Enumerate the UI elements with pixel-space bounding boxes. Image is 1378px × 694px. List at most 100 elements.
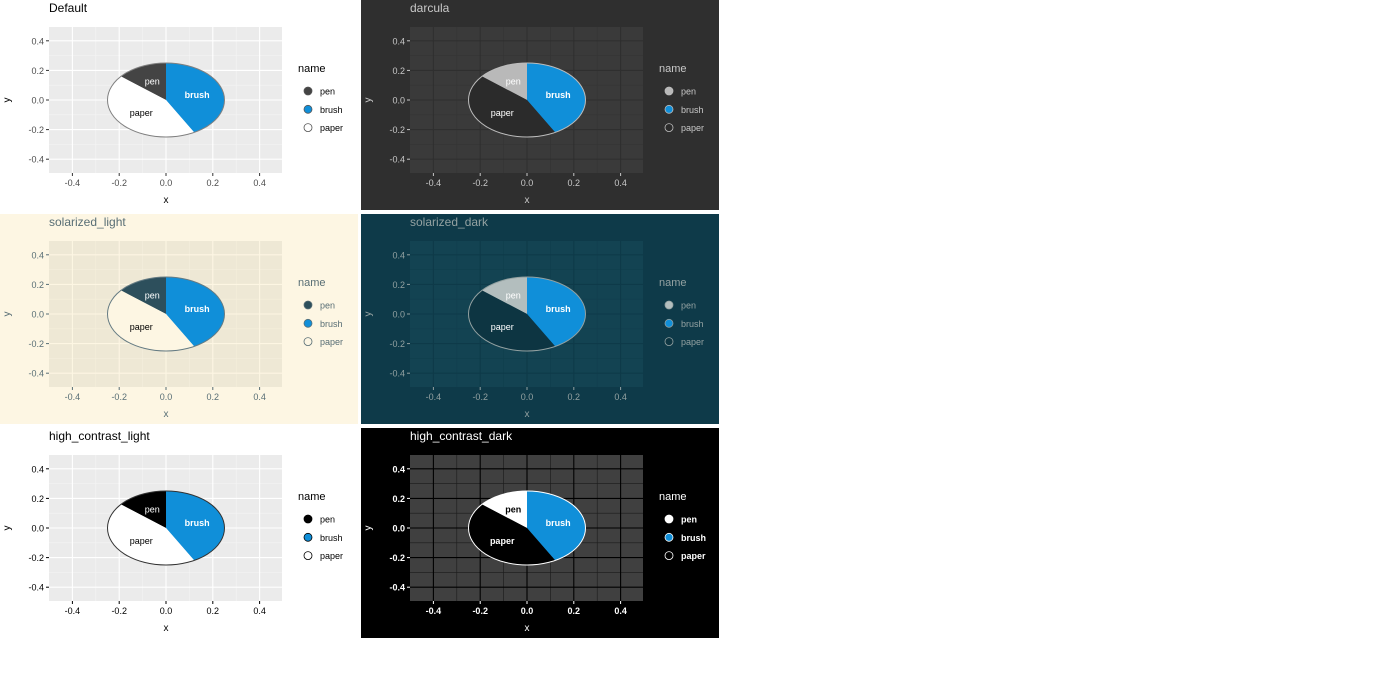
y-tick-label: 0.0 [31, 96, 44, 106]
y-axis-label: y [363, 98, 374, 103]
y-tick-label: -0.4 [28, 583, 44, 593]
pie-slice-paper [468, 504, 556, 565]
legend-item-paper: paper [664, 551, 706, 561]
x-tick-label: 0.2 [568, 606, 581, 616]
pie-border [468, 276, 586, 352]
x-tick-label: 0.2 [568, 178, 581, 188]
pie-slice-pen [120, 277, 166, 314]
pie-border [468, 490, 586, 566]
pie-label-brush: brush [185, 304, 210, 314]
legend-item-brush: brush [303, 532, 343, 543]
legend-key-paper [303, 123, 313, 132]
x-tick-label: -0.2 [111, 392, 127, 402]
y-axis-label: y [2, 98, 13, 103]
y-tick-label: 0.4 [31, 464, 44, 474]
pie-border [107, 276, 225, 352]
legend-label-brush: brush [681, 533, 706, 543]
pie-slice-brush [527, 63, 586, 133]
x-tick-label: -0.2 [111, 606, 127, 616]
pie-slice-paper [468, 76, 556, 137]
legend-label-pen: pen [681, 515, 697, 525]
legend-key-brush [303, 104, 313, 114]
legend-title: name [659, 277, 687, 289]
y-tick-label: 0.2 [392, 494, 405, 504]
legend-key-paper [303, 551, 313, 560]
pie-label-brush: brush [546, 304, 571, 314]
pie-label-brush: brush [546, 90, 571, 100]
legend-title: name [298, 491, 326, 503]
y-tick-label: -0.4 [389, 583, 405, 593]
legend-label-pen: pen [681, 301, 696, 311]
legend-item-paper: paper [303, 551, 343, 561]
y-axis-label: y [2, 526, 13, 531]
pie-label-paper: paper [490, 536, 515, 546]
y-tick-label: 0.2 [31, 66, 44, 76]
pie-label-paper: paper [130, 322, 153, 332]
legend-label-brush: brush [681, 105, 704, 115]
legend-label-brush: brush [320, 319, 343, 329]
chart-title: Default [49, 1, 88, 15]
legend-key-pen [303, 86, 313, 96]
legend-title: name [298, 63, 326, 75]
legend-key-pen [303, 514, 313, 524]
x-tick-label: 0.2 [207, 392, 220, 402]
y-tick-label: -0.2 [389, 553, 405, 563]
x-tick-label: 0.4 [614, 392, 627, 402]
legend-key-pen [664, 86, 674, 96]
pie-label-pen: pen [505, 505, 521, 515]
chart-title: darcula [410, 1, 450, 15]
pie-slice-brush [527, 491, 586, 561]
x-tick-label: -0.2 [472, 392, 488, 402]
pie-border [107, 490, 225, 566]
pie-slice-brush [527, 277, 586, 347]
legend-item-pen: pen [303, 300, 335, 311]
x-tick-label: 0.0 [160, 392, 173, 402]
legend-item-paper: paper [303, 123, 343, 133]
pie-label-pen: pen [145, 291, 160, 301]
y-tick-label: 0.2 [392, 280, 405, 290]
legend-item-pen: pen [303, 514, 335, 525]
y-tick-label: 0.4 [392, 250, 405, 260]
legend-key-pen [303, 300, 313, 310]
pie-label-paper: paper [130, 108, 153, 118]
legend-title: name [298, 277, 326, 289]
x-tick-label: -0.4 [65, 178, 81, 188]
legend-item-brush: brush [303, 319, 343, 329]
legend-title: name [659, 491, 687, 503]
legend-label-brush: brush [681, 319, 704, 329]
legend-item-pen: pen [664, 86, 696, 97]
legend-key-pen [664, 300, 674, 310]
y-axis-label: y [363, 526, 374, 531]
y-tick-label: -0.2 [389, 125, 405, 135]
pie-border [468, 62, 586, 138]
x-tick-label: 0.4 [614, 178, 627, 188]
y-tick-label: -0.4 [28, 155, 44, 165]
x-axis-label: x [164, 623, 169, 634]
pie-label-brush: brush [185, 518, 210, 528]
legend-label-paper: paper [320, 123, 343, 133]
chart-title: solarized_dark [410, 215, 489, 229]
chart-panel-solarized-light: solarized_light -0.4 -0.2 0.0 0.2 0.4 0.4 0.2 0.… [0, 214, 358, 424]
pie-slice-pen [481, 277, 527, 314]
pie-slice-pen [120, 63, 166, 100]
y-axis-label: y [2, 312, 13, 317]
chart-title: high_contrast_light [49, 429, 150, 443]
legend-key-brush [303, 532, 313, 542]
pie-slice-paper [468, 290, 556, 351]
pie-slice-brush [166, 277, 225, 347]
pie-slice-brush [166, 491, 225, 561]
x-tick-label: -0.2 [111, 178, 127, 188]
legend-label-pen: pen [320, 87, 335, 97]
x-tick-label: 0.4 [614, 606, 627, 616]
legend-label-pen: pen [320, 301, 335, 311]
pie-label-paper: paper [130, 536, 153, 546]
legend-item-brush: brush [303, 104, 343, 115]
x-tick-label: -0.4 [426, 392, 442, 402]
legend-label-paper: paper [681, 551, 706, 561]
y-axis-label: y [363, 312, 374, 317]
pie-label-pen: pen [145, 77, 160, 87]
legend-label-brush: brush [320, 533, 343, 543]
legend-key-paper [303, 337, 313, 346]
y-tick-label: 0.0 [392, 524, 405, 534]
